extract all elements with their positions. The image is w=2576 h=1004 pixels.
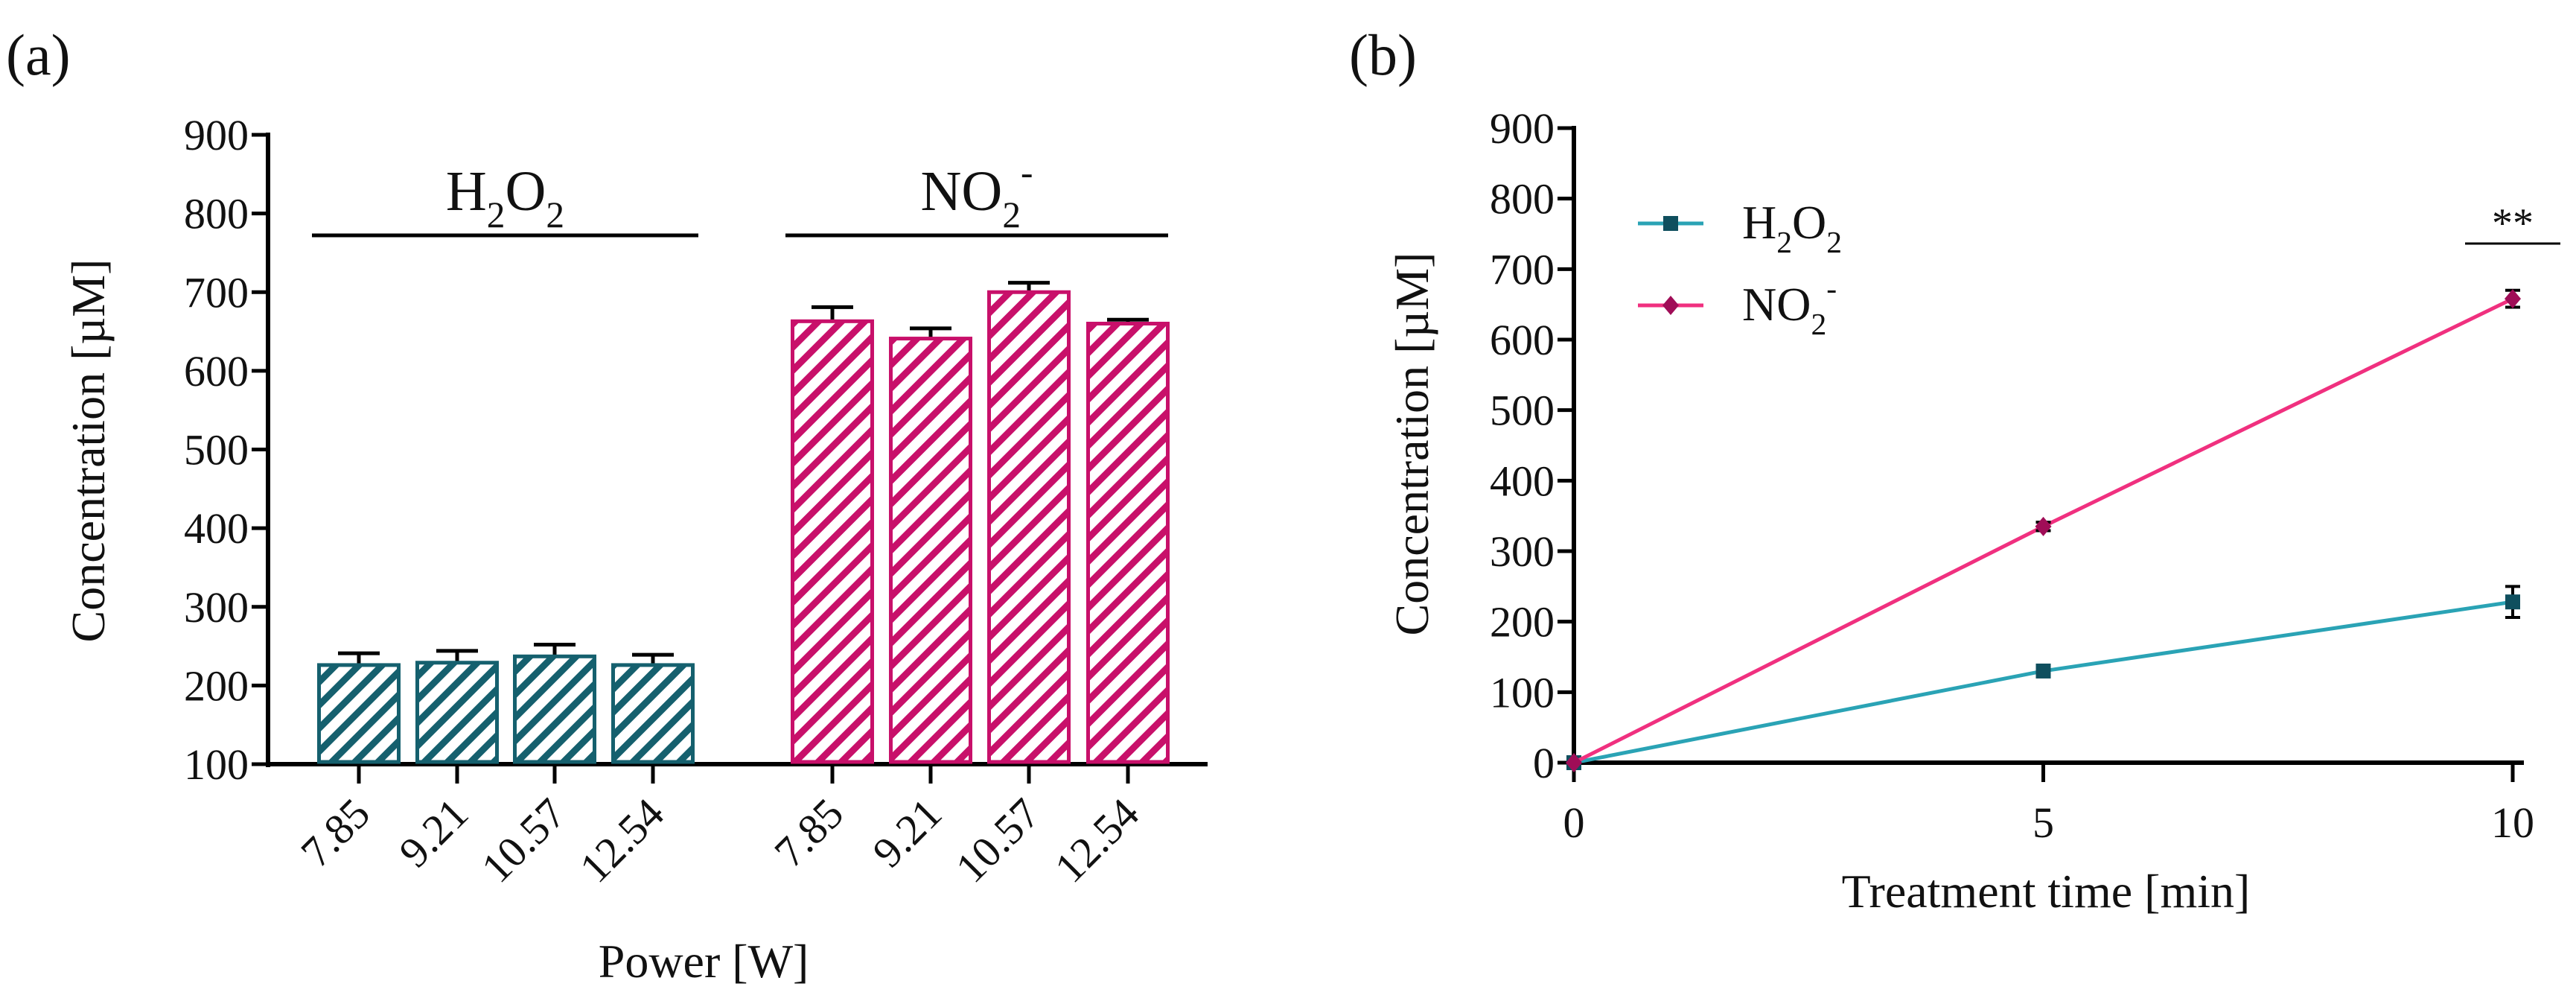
x-tick-label-b: 5	[2033, 798, 2054, 847]
y-tick-label-b: 800	[1490, 175, 1555, 223]
formula-subscript: 2	[487, 194, 506, 235]
group-label: NO2-	[921, 152, 1033, 235]
x-tick-label-a: 9.21	[863, 789, 951, 877]
y-tick-label-b: 900	[1490, 104, 1555, 153]
x-axis-label-a: Power [W]	[599, 935, 809, 988]
x-tick-label-a: 12.54	[570, 789, 673, 892]
formula-subscript: 2	[1002, 194, 1021, 235]
y-tick-label-b: 100	[1490, 668, 1555, 717]
formula-main: O	[506, 160, 546, 223]
x-tick-label-a: 10.57	[472, 789, 575, 892]
formula-main: NO	[1742, 278, 1811, 331]
bar	[317, 663, 401, 764]
formula-main: H	[446, 160, 487, 223]
y-tick-label-a: 700	[184, 268, 249, 317]
y-tick-label-a: 500	[184, 426, 249, 474]
legend-label: NO2-	[1742, 271, 1837, 341]
formula-subscript: 2	[1811, 307, 1826, 341]
panel-label-b: (b)	[1349, 22, 1417, 87]
y-tick-label-b: 0	[1533, 739, 1555, 787]
formula-subscript: 2	[1776, 225, 1792, 259]
x-tick-label-b: 0	[1563, 798, 1585, 847]
line-chart-b: Concentration [µM] Treatment time [min] …	[1386, 104, 2560, 918]
square-marker	[1663, 216, 1678, 231]
bar	[987, 290, 1071, 764]
y-axis-label-b: Concentration [µM]	[1386, 252, 1438, 636]
square-marker	[2505, 594, 2520, 610]
diamond-marker	[2035, 516, 2052, 536]
y-tick-label-a: 200	[184, 661, 249, 710]
y-tick-label-b: 700	[1490, 245, 1555, 293]
square-marker	[2035, 663, 2051, 679]
series-line	[1573, 600, 2513, 765]
y-tick-label-a: 600	[184, 347, 249, 395]
legend-label: H2O2	[1742, 196, 1842, 259]
y-tick-label-a: 100	[184, 740, 249, 789]
formula-subscript: 2	[1826, 225, 1842, 259]
bar	[513, 654, 596, 764]
y-tick-label-a: 300	[184, 583, 249, 632]
x-tick-label-a: 9.21	[389, 789, 477, 877]
significance-annotation: **	[2492, 200, 2534, 247]
x-tick-label-a: 12.54	[1045, 789, 1148, 892]
y-axis-label-a: Concentration [µM]	[62, 259, 115, 643]
diamond-marker	[1662, 296, 1679, 315]
panel-label-a: (a)	[6, 22, 71, 87]
bar	[791, 319, 874, 764]
formula-main: O	[1792, 196, 1826, 249]
y-tick-label-a: 400	[184, 504, 249, 553]
formula-main: NO	[921, 160, 1003, 223]
bar	[611, 663, 695, 764]
x-tick-label-a: 10.57	[946, 789, 1049, 892]
y-tick-label-b: 300	[1490, 527, 1555, 576]
x-tick-label-a: 7.85	[291, 789, 379, 877]
bar	[1086, 322, 1170, 764]
group-label: H2O2	[446, 160, 564, 235]
formula-superscript: -	[1021, 152, 1033, 193]
x-tick-label-b: 10	[2491, 798, 2534, 847]
bar	[889, 337, 972, 764]
x-axis-label-b: Treatment time [min]	[1842, 865, 2251, 918]
bar-chart-a: Concentration [µM] Power [W] 100 200 300 40…	[62, 111, 1208, 988]
x-tick-label-a: 7.85	[765, 789, 852, 877]
y-tick-label-b: 200	[1490, 598, 1555, 646]
bar	[415, 661, 499, 764]
formula-superscript: -	[1826, 271, 1837, 305]
formula-main: H	[1742, 196, 1776, 249]
y-tick-label-b: 400	[1490, 457, 1555, 505]
diamond-marker	[1566, 753, 1582, 772]
y-tick-label-a: 800	[184, 190, 249, 238]
y-tick-label-a: 900	[184, 111, 249, 159]
y-tick-label-b: 600	[1490, 316, 1555, 364]
formula-subscript: 2	[546, 194, 564, 235]
y-tick-label-b: 500	[1490, 387, 1555, 435]
diamond-marker	[2505, 289, 2521, 309]
